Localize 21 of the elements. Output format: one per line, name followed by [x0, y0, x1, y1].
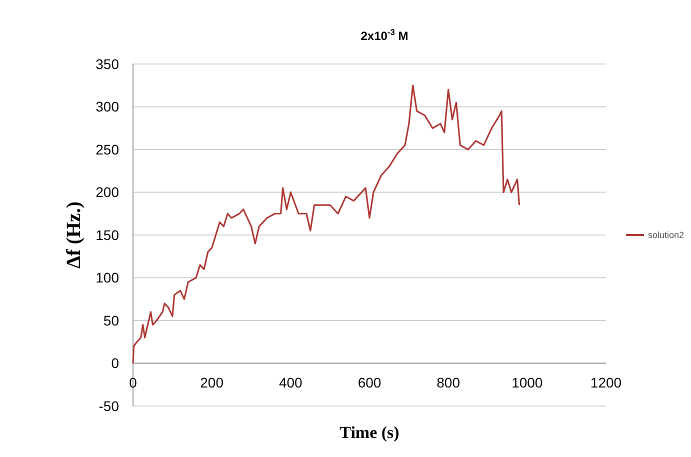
- y-tick-label: 200: [96, 184, 120, 200]
- legend-label: solution2: [648, 230, 684, 240]
- x-tick-label: 1000: [512, 374, 543, 390]
- x-tick-label: 400: [278, 374, 303, 390]
- x-tick-label: 600: [358, 374, 382, 390]
- x-tick-label: 0: [129, 374, 138, 390]
- x-tick-label: 1200: [590, 374, 622, 390]
- y-tick-label: 250: [96, 141, 120, 158]
- line-series: [132, 84, 520, 364]
- y-axis-title: Δf (Hz.): [63, 202, 85, 268]
- y-tick-label: 350: [96, 56, 120, 72]
- x-tick-label: 200: [200, 374, 224, 390]
- x-axis-title: Time (s): [340, 423, 400, 442]
- y-tick-label: 0: [111, 355, 120, 372]
- y-tick-label: 100: [96, 270, 120, 286]
- chart-title: 2x10$^{-3}$ M: [360, 27, 408, 43]
- y-tick-label: 50: [103, 312, 120, 328]
- y-tick-label: 300: [96, 98, 120, 115]
- y-tick-label: -50: [98, 398, 120, 414]
- x-tick-label: 800: [436, 374, 460, 390]
- y-tick-label: 150: [96, 226, 120, 243]
